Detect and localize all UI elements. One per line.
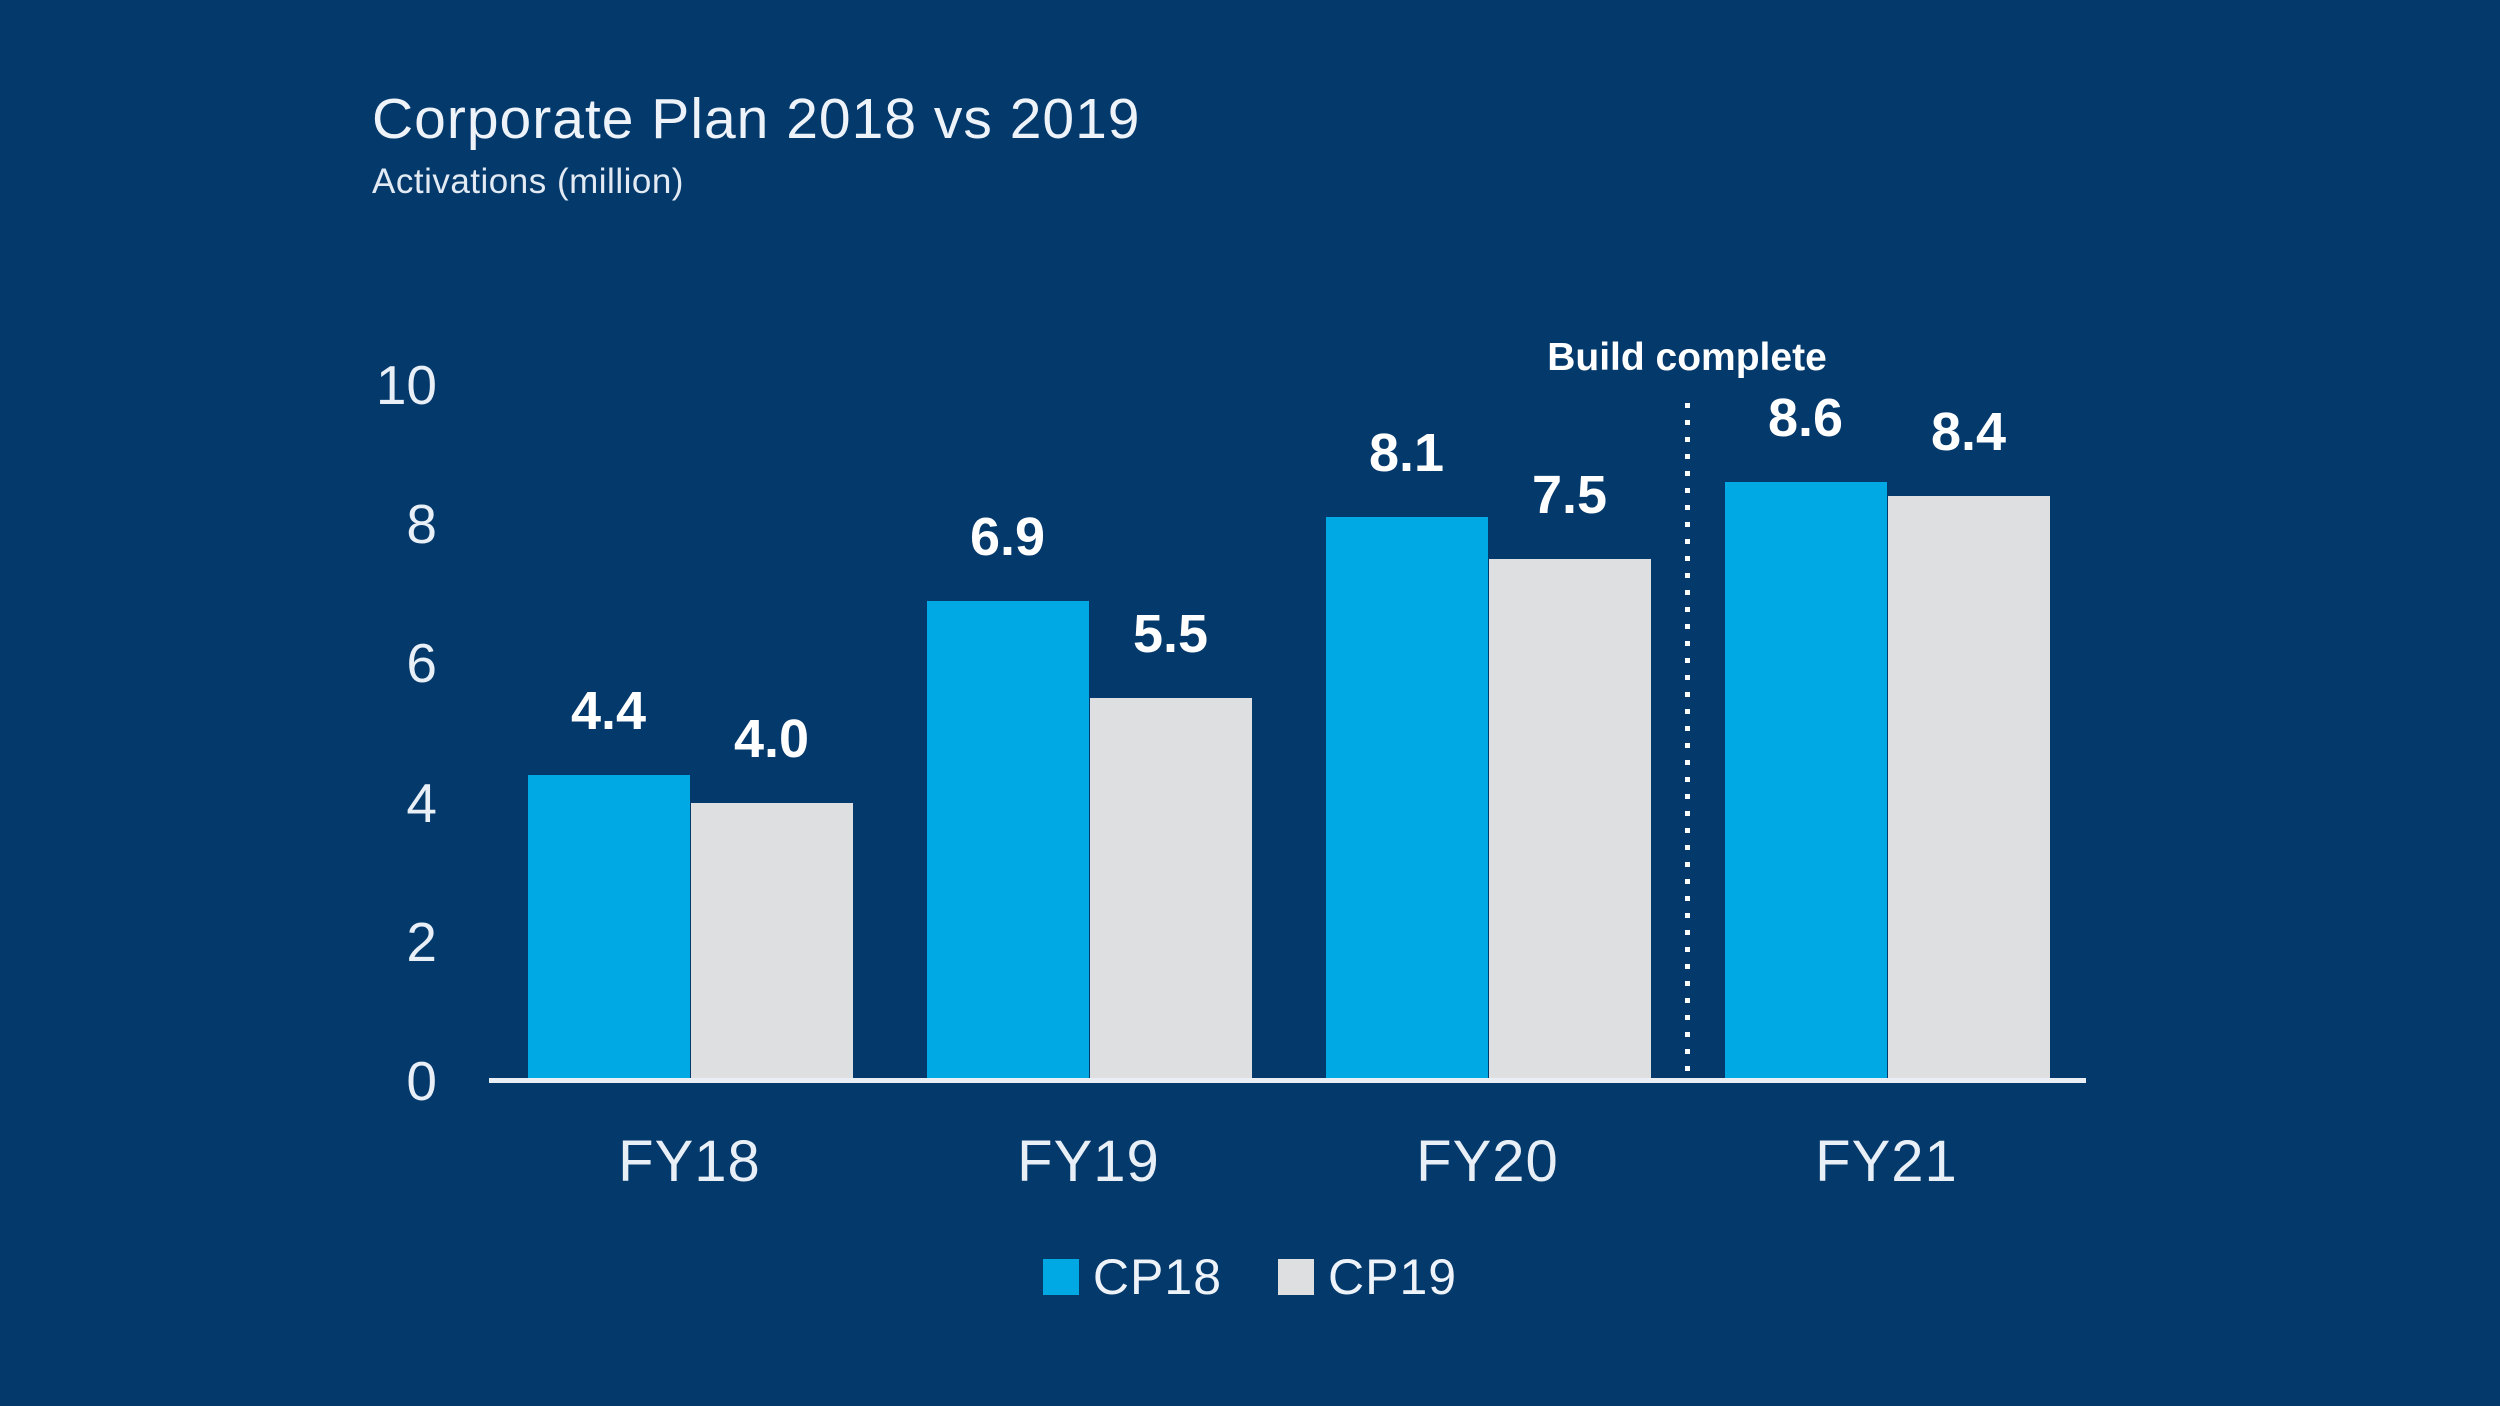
value-label-cp18-fy18: 4.4 [570, 680, 647, 741]
bar-cp19-fy20 [1488, 559, 1651, 1081]
y-axis-tick-label: 6 [406, 632, 437, 695]
legend-swatch-icon [1278, 1259, 1314, 1295]
y-axis-tick-label: 8 [406, 493, 437, 556]
chart-subtitle: Activations (million) [372, 162, 684, 201]
build-complete-divider-line [1684, 403, 1690, 1079]
bar-cp18-fy21 [1724, 482, 1887, 1081]
bar-cp19-fy18 [690, 802, 853, 1081]
value-label-cp19-fy21: 8.4 [1930, 402, 2007, 463]
bar-cp18-fy20 [1325, 517, 1488, 1081]
bar-cp18-fy19 [926, 600, 1089, 1081]
y-axis-tick-label: 2 [406, 910, 437, 973]
legend-swatch-icon [1042, 1259, 1079, 1295]
legend-item-cp18: CP18 [1042, 1248, 1222, 1306]
legend-label: CP19 [1328, 1249, 1458, 1305]
x-axis-label-fy21: FY21 [1815, 1129, 1958, 1194]
value-label-cp18-fy21: 8.6 [1767, 388, 1844, 449]
y-axis-tick-label: 10 [375, 354, 437, 416]
chart-legend: CP18 CP19 [0, 1248, 2500, 1306]
value-label-cp18-fy19: 6.9 [969, 506, 1046, 567]
y-axis-tick-label: 4 [406, 771, 437, 834]
chart-title: Corporate Plan 2018 vs 2019 [372, 87, 1141, 151]
x-axis-line [489, 1078, 2086, 1083]
build-complete-annotation: Build complete [1547, 336, 1827, 379]
value-label-cp19-fy18: 4.0 [733, 708, 810, 769]
x-axis-label-fy19: FY19 [1017, 1129, 1160, 1194]
x-axis-label-fy18: FY18 [618, 1129, 761, 1194]
value-label-cp19-fy20: 7.5 [1531, 465, 1608, 525]
legend-label: CP18 [1092, 1249, 1222, 1305]
bar-cp18-fy18 [527, 774, 690, 1081]
value-label-cp19-fy19: 5.5 [1132, 604, 1209, 665]
y-axis-tick-label: 0 [406, 1050, 437, 1112]
bar-cp19-fy21 [1887, 496, 2050, 1081]
x-axis-label-fy20: FY20 [1416, 1129, 1559, 1194]
bar-cp19-fy19 [1089, 698, 1252, 1081]
legend-item-cp19: CP19 [1278, 1248, 1457, 1306]
value-label-cp18-fy20: 8.1 [1368, 423, 1445, 484]
